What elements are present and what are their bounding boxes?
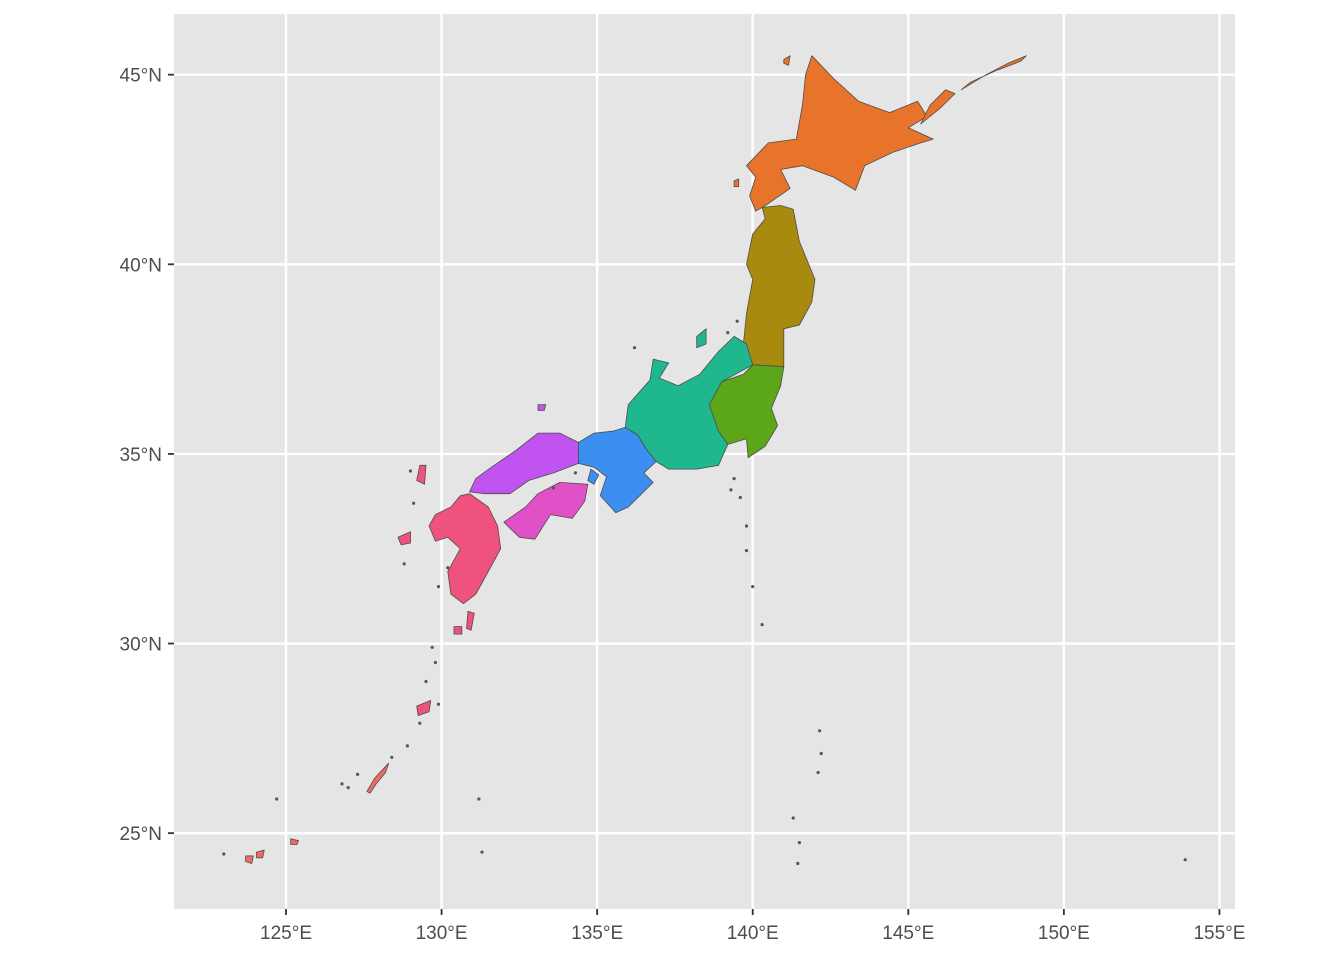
islet-marker bbox=[430, 645, 434, 649]
landmass-kyushu bbox=[428, 493, 502, 605]
islet-marker bbox=[477, 797, 481, 801]
islet-marker bbox=[732, 477, 736, 481]
landmass-oki bbox=[537, 404, 547, 411]
landmass-tsushima bbox=[416, 464, 427, 485]
islet-marker bbox=[1183, 858, 1187, 862]
islet-marker bbox=[222, 852, 226, 856]
landmass-shikoku bbox=[503, 482, 589, 540]
islet-marker bbox=[446, 566, 450, 570]
landmass-okinawa bbox=[366, 762, 390, 794]
landmass-chugoku bbox=[469, 432, 579, 495]
islet-marker bbox=[632, 346, 637, 350]
landmass-awaji bbox=[587, 468, 600, 485]
landmass-rebun bbox=[783, 55, 791, 66]
landmass-amami bbox=[416, 700, 432, 716]
landmass-ishigaki bbox=[256, 849, 265, 859]
y-tick-label: 35°N bbox=[120, 445, 162, 466]
landmass-tanegashima bbox=[466, 610, 475, 631]
y-tick-label: 30°N bbox=[120, 635, 162, 656]
landmass-kinki bbox=[578, 427, 657, 514]
landmass-etorofu bbox=[960, 55, 1027, 91]
islet-marker bbox=[340, 782, 344, 786]
x-tick-label: 145°E bbox=[882, 923, 934, 944]
islet-marker bbox=[797, 841, 802, 845]
y-tick-label: 40°N bbox=[120, 255, 162, 276]
islet-marker bbox=[744, 549, 749, 553]
islet-marker bbox=[726, 331, 730, 335]
islet-marker bbox=[436, 702, 441, 706]
islet-marker bbox=[796, 861, 800, 866]
islet-marker bbox=[819, 751, 823, 756]
islet-marker bbox=[729, 488, 733, 492]
islet-marker bbox=[751, 585, 755, 589]
islet-marker bbox=[275, 797, 279, 801]
landmass-kanto bbox=[708, 364, 785, 459]
landmass-hokkaido bbox=[746, 55, 934, 212]
land-layer bbox=[222, 55, 1187, 866]
islet-marker bbox=[573, 471, 578, 475]
islet-marker bbox=[818, 729, 822, 733]
islet-marker bbox=[402, 562, 406, 566]
landmass-sado bbox=[696, 328, 707, 349]
islet-marker bbox=[552, 486, 556, 490]
islet-marker bbox=[744, 524, 749, 528]
x-tick-label: 135°E bbox=[571, 923, 623, 944]
landmass-miyako bbox=[290, 838, 299, 845]
islet-marker bbox=[480, 850, 484, 854]
x-tick-label: 150°E bbox=[1038, 923, 1090, 944]
islet-marker bbox=[791, 816, 795, 820]
islet-marker bbox=[346, 786, 350, 790]
islet-marker bbox=[412, 501, 416, 505]
islet-marker bbox=[408, 469, 413, 473]
landmass-goto bbox=[397, 531, 411, 546]
islet-marker bbox=[405, 744, 409, 748]
y-tick-label: 25°N bbox=[120, 824, 162, 845]
axes: 125°E 130°E 135°E 140°E 145°E 150°E 155°E 25°N 3… bbox=[120, 66, 1246, 944]
islet-marker bbox=[418, 721, 422, 725]
islet-marker bbox=[738, 495, 742, 500]
y-tick-label: 45°N bbox=[120, 66, 162, 87]
islet-marker bbox=[424, 679, 428, 684]
landmass-yakushima bbox=[453, 626, 463, 635]
x-tick-label: 140°E bbox=[727, 923, 779, 944]
x-tick-label: 130°E bbox=[416, 923, 468, 944]
islet-marker bbox=[735, 319, 739, 323]
islet-marker bbox=[436, 585, 441, 589]
landmass-okushiri bbox=[733, 178, 740, 187]
islet-marker bbox=[816, 770, 820, 775]
islet-marker bbox=[760, 623, 764, 627]
landmass-kunashiri bbox=[920, 89, 956, 125]
islet-marker bbox=[390, 755, 394, 759]
x-tick-label: 125°E bbox=[260, 923, 312, 944]
islet-marker bbox=[356, 772, 360, 777]
landmass-iriomote bbox=[245, 855, 254, 864]
islet-marker bbox=[433, 660, 437, 665]
x-tick-label: 155°E bbox=[1193, 923, 1245, 944]
